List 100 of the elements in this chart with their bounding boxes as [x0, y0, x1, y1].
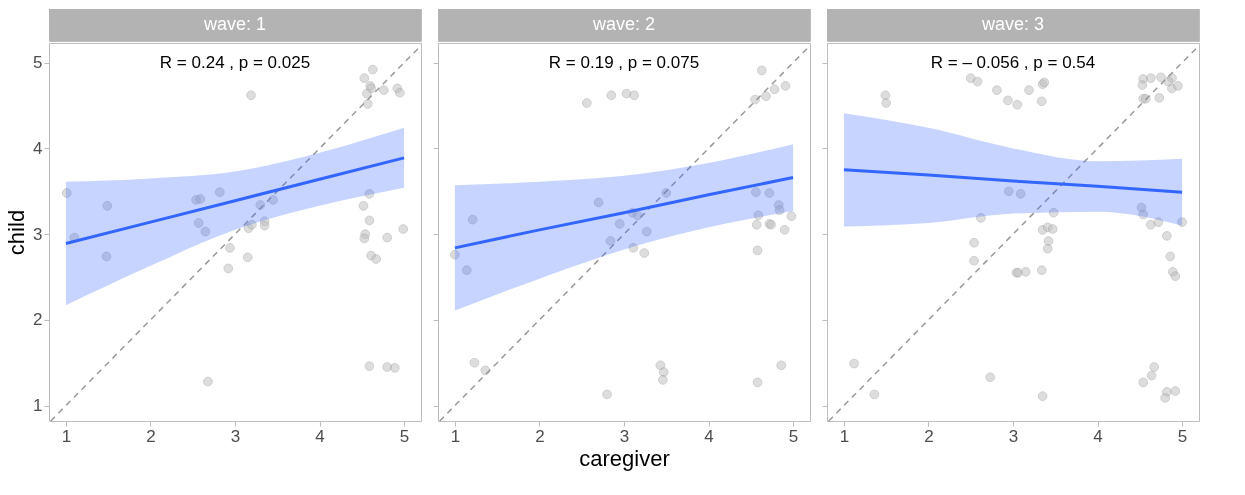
point: [752, 245, 763, 256]
x-tick-label: 2: [535, 426, 545, 446]
chart-title: wave: 2: [591, 14, 656, 34]
point: [752, 377, 763, 388]
point: [1156, 72, 1166, 83]
point: [655, 360, 666, 371]
point: [359, 233, 370, 244]
point: [382, 232, 393, 243]
point: [1145, 73, 1156, 83]
point: [881, 98, 892, 108]
x-tick-label: 1: [450, 426, 461, 446]
x-tick-label: 5: [788, 426, 799, 446]
point: [203, 376, 213, 387]
point: [362, 99, 373, 109]
point: [389, 363, 400, 373]
point: [786, 211, 797, 221]
point: [398, 224, 409, 234]
point: [1042, 243, 1053, 254]
point: [1160, 393, 1171, 403]
point: [776, 360, 787, 371]
point: [985, 372, 995, 383]
point: [1020, 267, 1031, 277]
point: [606, 90, 617, 101]
point: [1173, 81, 1183, 91]
point: [223, 263, 234, 274]
point: [965, 73, 976, 83]
y-tick-label: 5: [33, 53, 43, 73]
point: [1012, 99, 1023, 110]
x-tick-label: 5: [1177, 426, 1188, 446]
x-tick-label: 2: [146, 426, 156, 446]
y-tick-label: 4: [33, 138, 43, 158]
line-series: [64, 156, 406, 246]
x-tick-label: 4: [1093, 426, 1103, 446]
x-tick-label: 3: [230, 426, 241, 446]
y-axis-title: child: [4, 209, 30, 256]
x-tick-label: 3: [619, 426, 630, 446]
point: [880, 90, 891, 101]
point: [658, 367, 669, 377]
point: [1149, 362, 1160, 372]
point: [1036, 265, 1047, 275]
point: [751, 219, 762, 230]
chart-title: wave: 3: [980, 14, 1045, 34]
point: [1146, 370, 1157, 381]
point: [1138, 377, 1149, 388]
x-tick-label: 3: [1008, 426, 1019, 446]
point: [1145, 219, 1156, 230]
x-tick-label: 2: [924, 426, 934, 446]
point: [242, 252, 253, 263]
point: [395, 87, 405, 98]
point: [780, 81, 791, 91]
point: [849, 358, 859, 369]
point: [969, 255, 979, 266]
point: [761, 91, 771, 101]
point: [1024, 85, 1034, 95]
point: [382, 362, 393, 372]
point: [1165, 251, 1176, 262]
point: [1036, 96, 1047, 107]
point: [246, 90, 256, 101]
point: [629, 90, 639, 101]
point: [358, 201, 369, 211]
point: [1043, 236, 1054, 246]
y-tick-label: 3: [33, 224, 43, 244]
point: [869, 389, 880, 400]
point: [581, 98, 592, 108]
point: [362, 88, 372, 99]
point: [639, 248, 650, 258]
y-tick-label: 2: [33, 310, 43, 330]
point: [972, 76, 983, 87]
chart-title: wave: 1: [202, 14, 267, 34]
point: [750, 94, 760, 105]
x-tick-label: 5: [399, 426, 410, 446]
x-tick-label: 4: [315, 426, 325, 446]
x-axis-title: caregiver: [579, 445, 670, 471]
x-tick-label: 1: [839, 426, 850, 446]
point: [364, 215, 375, 226]
point: [1003, 95, 1013, 106]
annotation: R = 0.24 , p = 0.025: [159, 53, 311, 72]
point: [469, 357, 480, 368]
point: [371, 254, 382, 264]
point: [779, 225, 790, 235]
point: [367, 64, 378, 75]
point: [969, 237, 979, 248]
point: [1137, 80, 1148, 90]
point: [225, 243, 235, 253]
x-tick-label: 4: [704, 426, 714, 446]
y-tick-label: 1: [33, 396, 43, 416]
point: [364, 361, 375, 371]
point: [756, 65, 767, 76]
point: [259, 220, 270, 231]
point: [1047, 224, 1058, 234]
point: [378, 85, 389, 95]
x-tick-label: 1: [61, 426, 72, 446]
point: [992, 85, 1002, 95]
annotation: R = 0.19 , p = 0.075: [548, 53, 700, 72]
annotation: R = – 0.056 , p = 0.54: [930, 53, 1096, 72]
point: [658, 375, 668, 385]
point: [1170, 271, 1181, 281]
point: [602, 389, 612, 400]
point: [1170, 386, 1181, 396]
point: [769, 84, 780, 95]
